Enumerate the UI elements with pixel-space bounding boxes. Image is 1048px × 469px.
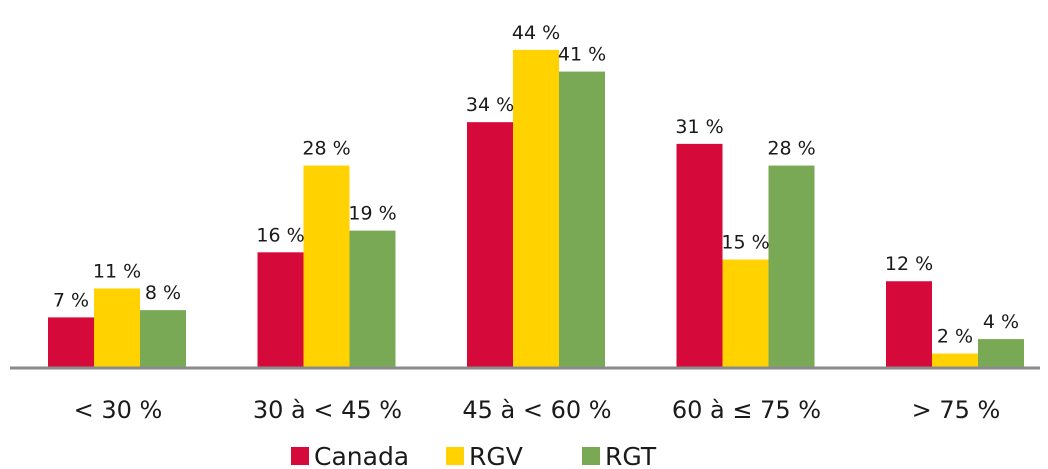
category-label: > 75 % [912,396,1001,424]
category-label: 30 à < 45 % [253,396,402,424]
legend-label-rgt: RGT [605,442,657,469]
value-label: 15 % [721,232,769,254]
value-label: 8 % [145,282,181,304]
bar-rgv-2 [513,49,559,368]
category-label: < 30 % [74,396,163,424]
legend-swatch-canada [291,447,309,465]
value-label: 34 % [466,94,514,116]
bar-rgt-3 [768,165,815,368]
value-label: 44 % [512,22,560,44]
bar-rgt-1 [349,230,396,368]
value-label: 41 % [558,44,606,66]
bar-canada-3 [676,143,723,368]
legend-swatch-rgt [582,447,600,465]
bar-rgt-0 [140,310,186,368]
category-labels-layer: < 30 % 30 à < 45 % 45 à < 60 % 60 à ≤ 75 % >… [74,396,1001,424]
value-label: 12 % [885,253,933,275]
bar-canada-2 [467,122,513,369]
bar-rgv-4 [932,353,978,368]
legend: Canada RGV RGT [291,442,657,469]
bar-canada-1 [257,252,304,368]
value-label: 31 % [675,116,723,138]
legend-label-canada: Canada [314,442,409,469]
bar-rgv-1 [303,165,350,368]
value-label: 16 % [256,224,304,246]
legend-label-rgv: RGV [469,442,523,469]
bar-rgv-0 [94,288,140,368]
category-label: 60 à ≤ 75 % [672,396,821,424]
value-label: 11 % [93,260,141,282]
bar-canada-4 [886,281,932,368]
value-label: 4 % [983,311,1019,333]
value-labels-layer: 7 %11 %8 % 16 % 28 % 19 % 34 % 44 %41 % 31 % 15… [53,22,1019,348]
value-label: 28 % [302,138,350,160]
value-label: 28 % [767,138,815,160]
category-label: 45 à < 60 % [462,396,611,424]
bar-rgv-3 [722,259,769,368]
value-label: 7 % [53,289,89,311]
bar-rgt-2 [559,71,605,368]
bars-layer [48,49,1024,369]
bar-rgt-4 [978,339,1024,368]
bar-canada-0 [48,317,94,368]
legend-swatch-rgv [446,447,464,465]
value-label: 19 % [348,203,396,225]
value-label: 2 % [937,326,973,348]
